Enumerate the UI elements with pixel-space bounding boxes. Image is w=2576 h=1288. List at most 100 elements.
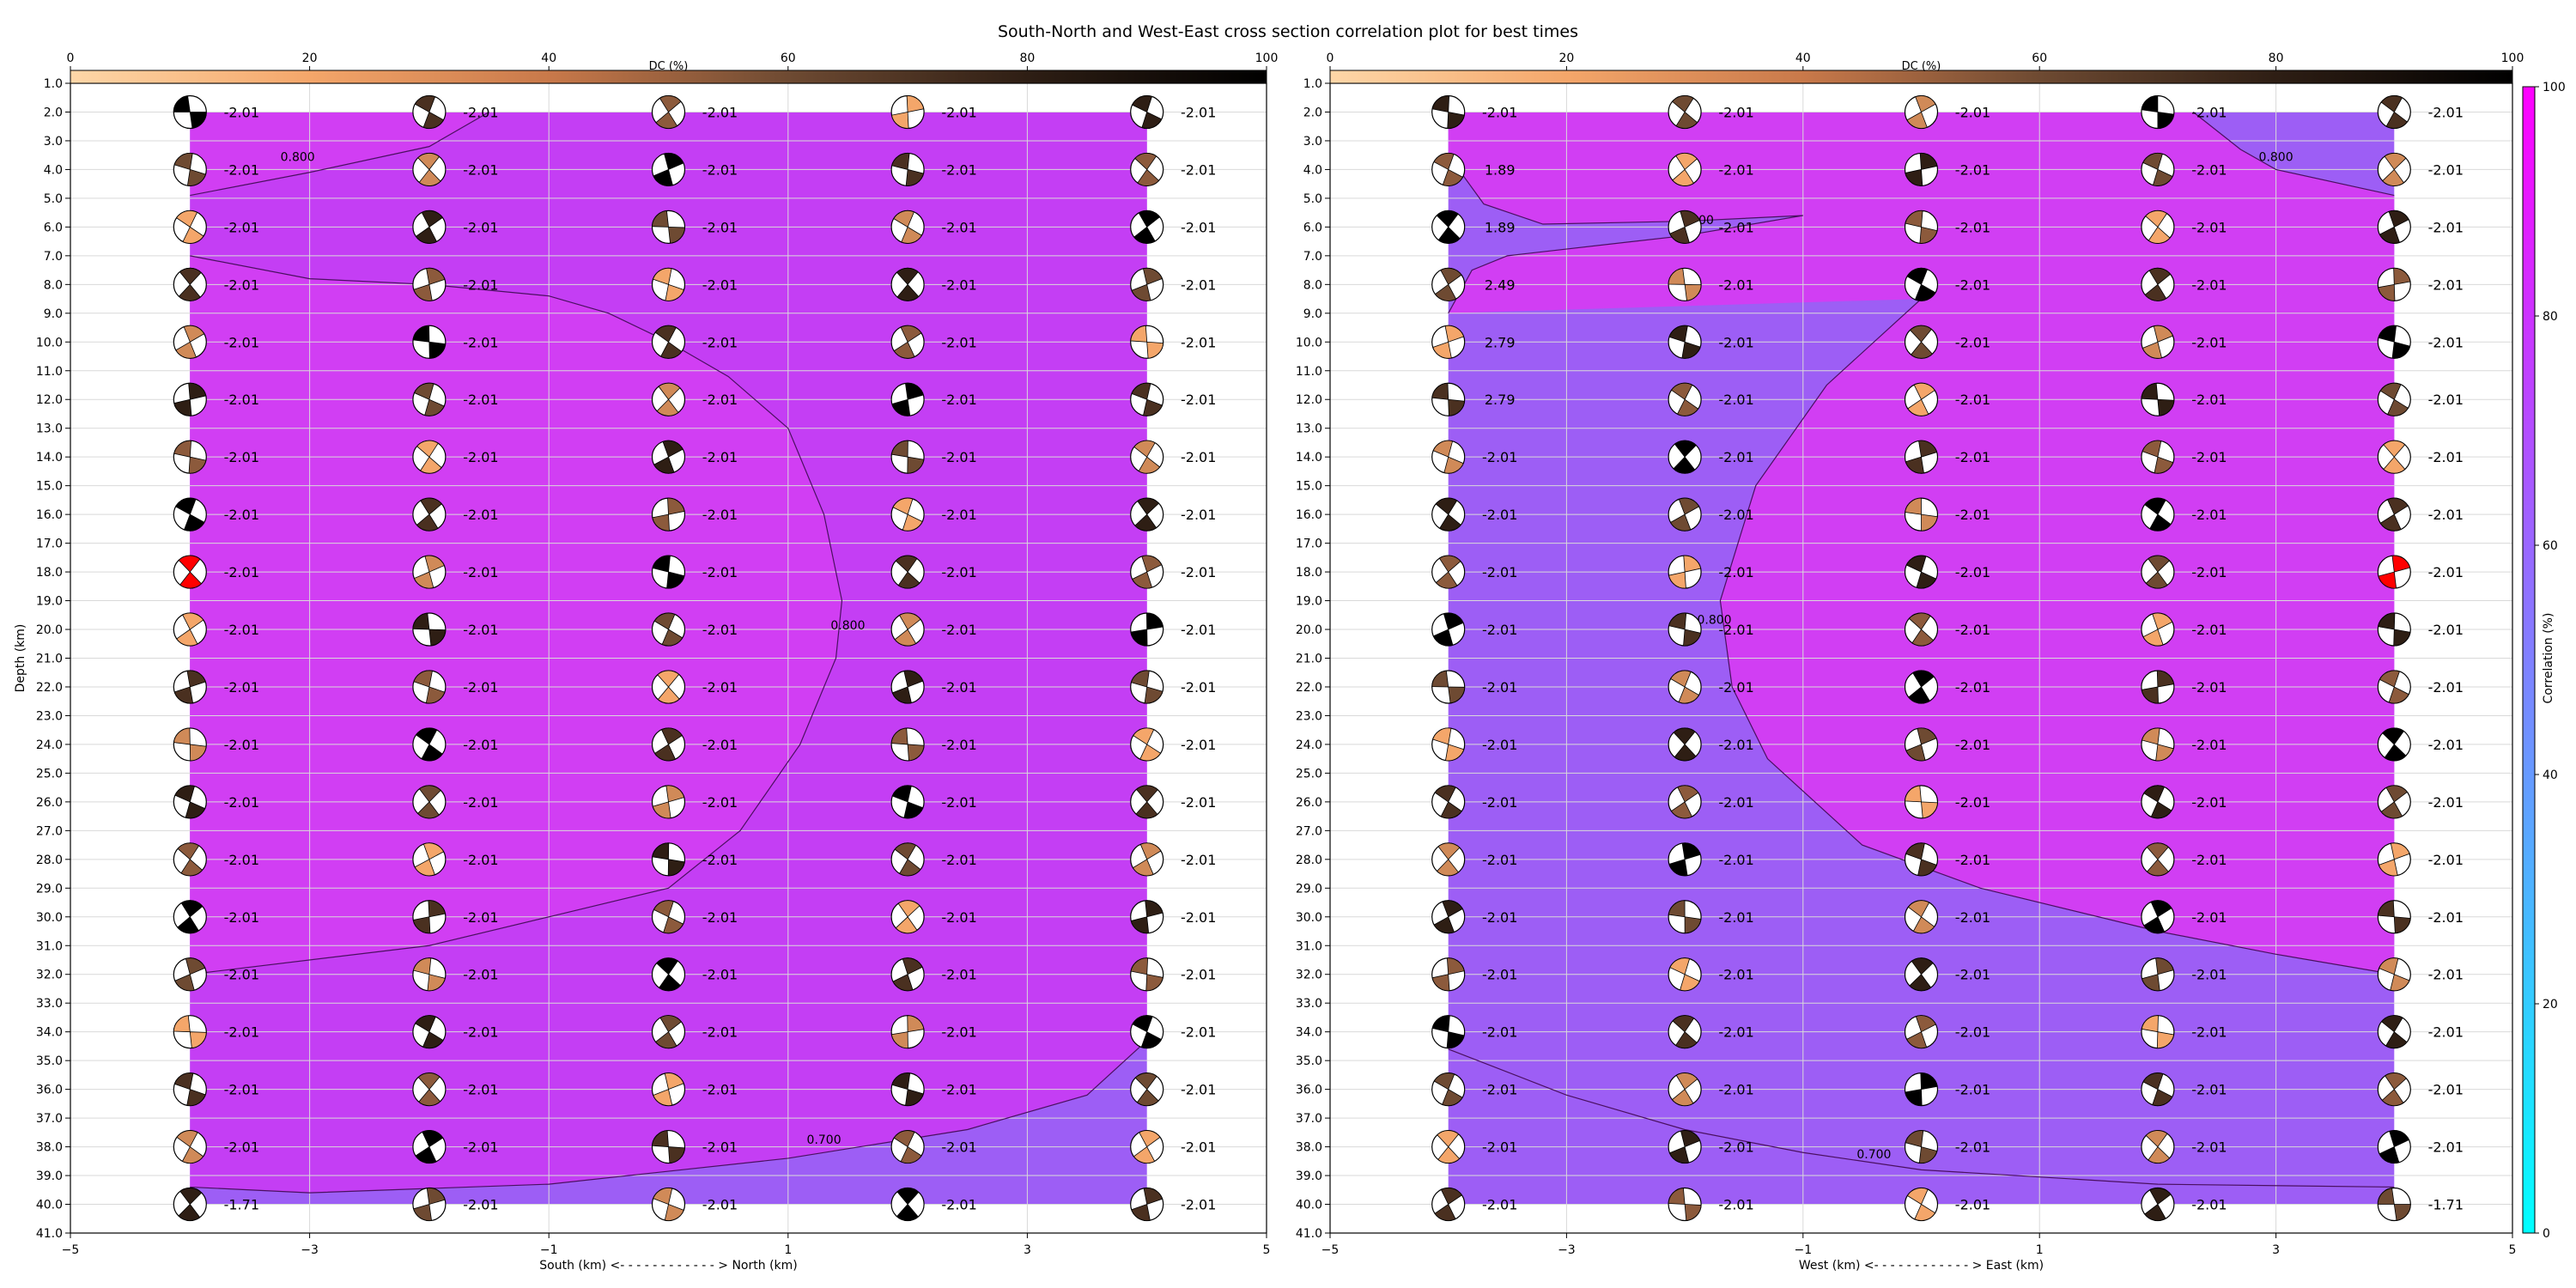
beachball [1431, 1015, 1466, 1049]
value-label: -2.01 [941, 967, 976, 983]
beachball-quadrant [2379, 382, 2402, 400]
value-label: -2.01 [702, 909, 738, 926]
beachball-quadrant [174, 974, 195, 992]
beachball [412, 612, 447, 647]
value-label: -2.01 [941, 449, 976, 465]
beachball [1904, 957, 1939, 992]
beachball-quadrant [1136, 1089, 1159, 1106]
beachball-quadrant [1437, 842, 1461, 860]
beachball-quadrant [1919, 153, 1938, 170]
beachball [1904, 325, 1939, 359]
beachball-quadrant [1668, 859, 1688, 877]
beachball-quadrant [1130, 916, 1150, 934]
value-label: -2.01 [1718, 219, 1753, 235]
value-label: -2.01 [1955, 1082, 1990, 1098]
beachball-quadrant [1917, 727, 1937, 745]
y-tick-label: 1.0 [1303, 77, 1322, 91]
beachball-quadrant [2380, 1015, 2403, 1033]
value-label: -2.01 [2428, 392, 2464, 408]
beachball-quadrant [654, 744, 677, 762]
beachball [2141, 612, 2175, 647]
value-label: -2.01 [941, 1082, 976, 1098]
beachball-quadrant [412, 612, 430, 630]
beachball-quadrant [175, 497, 197, 515]
value-label: -2.01 [224, 564, 259, 580]
value-label: -2.01 [1718, 794, 1753, 811]
beachball-quadrant [652, 1130, 669, 1148]
beachball-quadrant [2142, 629, 2164, 647]
beachball-quadrant [906, 95, 925, 112]
beachball-quadrant [2391, 555, 2411, 573]
beachball-quadrant [2141, 686, 2159, 704]
value-label: 1.89 [1485, 161, 1516, 178]
beachball-quadrant [2379, 226, 2400, 244]
value-label: -2.01 [224, 737, 259, 753]
beachball-quadrant [1442, 168, 1464, 186]
beachball-quadrant [2149, 513, 2172, 532]
beachball-quadrant [664, 153, 684, 170]
y-tick-label: 27.0 [1296, 824, 1322, 838]
value-label: -2.01 [1181, 161, 1216, 178]
beachball [1904, 267, 1939, 301]
y-tick-label: 10.0 [36, 336, 63, 349]
y-tick-label: 20.0 [1296, 623, 1322, 637]
beachball-quadrant [1437, 1145, 1461, 1163]
value-label: -2.01 [1955, 737, 1990, 753]
dc-tick-label: 40 [1795, 52, 1811, 65]
beachball-quadrant [900, 1145, 922, 1163]
dc-tick-label: 60 [2032, 52, 2047, 65]
beachball-quadrant [1436, 210, 1459, 228]
value-label: -2.01 [702, 161, 738, 178]
beachball-quadrant [1914, 1203, 1936, 1221]
beachball-quadrant [2393, 1204, 2411, 1221]
beachball [1904, 612, 1939, 647]
y-tick-label: 2.0 [44, 106, 63, 119]
value-label: -2.01 [1718, 449, 1753, 465]
beachball [412, 1015, 447, 1049]
beachball-quadrant [2142, 440, 2162, 458]
beachball [890, 382, 925, 416]
beachball [412, 497, 447, 532]
beachball-quadrant [184, 513, 205, 532]
beachball [1130, 555, 1164, 589]
beachball-quadrant [891, 686, 912, 704]
beachball [1431, 555, 1466, 589]
beachball-quadrant [892, 974, 914, 992]
value-label: -2.01 [941, 334, 976, 350]
beachball-quadrant [2142, 153, 2163, 170]
beachball-quadrant [173, 727, 191, 745]
beachball [1431, 670, 1466, 704]
beachball [890, 900, 925, 934]
y-tick-label: 37.0 [1296, 1112, 1322, 1126]
beachball-quadrant [1675, 1072, 1698, 1091]
beachball-quadrant [666, 571, 685, 589]
value-label: -2.01 [1718, 1139, 1753, 1156]
beachball-quadrant [186, 670, 206, 688]
value-label: -2.01 [2428, 104, 2464, 120]
beachball-quadrant [173, 440, 191, 458]
beachball-quadrant [1145, 612, 1163, 630]
y-tick-label: 32.0 [36, 969, 63, 982]
beachball-quadrant [891, 785, 912, 803]
beachball [412, 727, 447, 762]
beachball-quadrant [426, 267, 446, 285]
value-label: -2.01 [2191, 334, 2227, 350]
beachball [2377, 957, 2411, 992]
value-label: -2.01 [2191, 794, 2227, 811]
value-label: -2.01 [1718, 392, 1753, 408]
beachball-quadrant [2142, 974, 2160, 992]
value-label: -2.01 [941, 679, 976, 696]
beachball-quadrant [1438, 555, 1461, 573]
beachball [651, 900, 686, 934]
value-label: -2.01 [224, 219, 259, 235]
value-label: -2.01 [702, 564, 738, 580]
beachball-quadrant [2385, 785, 2409, 803]
beachball-quadrant [907, 1015, 925, 1033]
beachball [412, 957, 447, 992]
value-label: -2.01 [1718, 161, 1753, 178]
beachball-quadrant [2381, 1089, 2404, 1106]
beachball [173, 497, 207, 532]
beachball-quadrant [890, 727, 908, 745]
beachball-quadrant [2389, 1130, 2410, 1148]
beachball-quadrant [902, 513, 923, 532]
